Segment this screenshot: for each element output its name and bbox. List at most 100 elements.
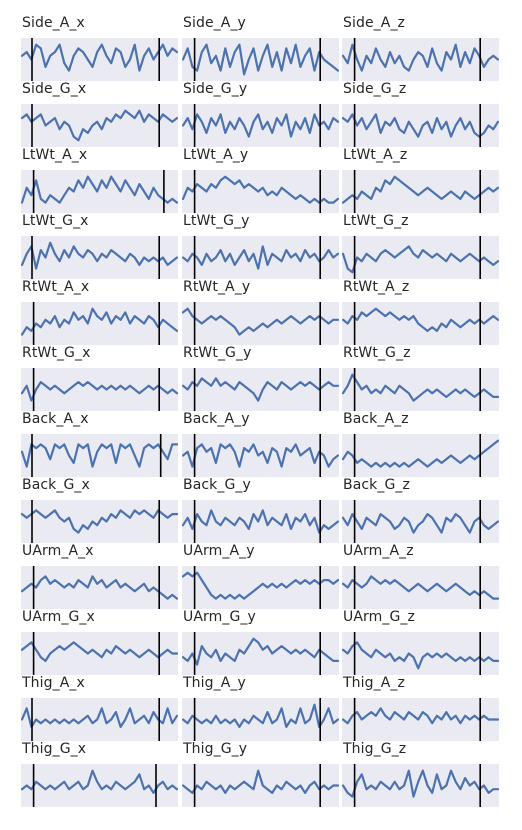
series-line bbox=[342, 575, 499, 600]
plot-area bbox=[342, 632, 499, 675]
series-line bbox=[21, 443, 178, 468]
series-line bbox=[342, 439, 499, 468]
subplot-title: RtWt_G_x bbox=[22, 345, 91, 361]
subplot: Thig_G_y bbox=[182, 741, 339, 807]
series-line bbox=[182, 377, 339, 402]
plot-area bbox=[182, 632, 339, 675]
subplot-title: RtWt_G_y bbox=[183, 345, 252, 361]
series-line bbox=[182, 43, 339, 76]
series-line bbox=[182, 113, 339, 138]
series-line bbox=[21, 575, 178, 600]
plot-area bbox=[21, 698, 178, 741]
plot-area bbox=[342, 566, 499, 609]
subplot-title: Thig_A_z bbox=[343, 675, 405, 691]
subplot: UArm_G_x bbox=[21, 609, 178, 675]
line-chart bbox=[182, 302, 339, 345]
series-line bbox=[21, 175, 178, 204]
plot-area bbox=[342, 170, 499, 213]
plot-area bbox=[342, 236, 499, 279]
subplot: Thig_A_x bbox=[21, 675, 178, 741]
subplot-title: Back_A_y bbox=[183, 411, 250, 427]
line-chart bbox=[21, 500, 178, 543]
subplot: RtWt_A_y bbox=[182, 279, 339, 345]
series-line bbox=[182, 703, 339, 728]
line-chart bbox=[21, 764, 178, 807]
subplot-title: Side_A_y bbox=[183, 15, 246, 31]
line-chart bbox=[342, 236, 499, 279]
subplot: LtWt_G_y bbox=[182, 213, 339, 279]
subplot: RtWt_G_z bbox=[342, 345, 499, 411]
subplot-title: Side_G_y bbox=[183, 81, 248, 97]
plot-area bbox=[182, 38, 339, 81]
subplot: UArm_G_z bbox=[342, 609, 499, 675]
plot-area bbox=[342, 764, 499, 807]
subplot: Back_G_y bbox=[182, 477, 339, 543]
subplot: Side_A_y bbox=[182, 15, 339, 81]
subplot-title: Thig_G_x bbox=[22, 741, 87, 757]
subplot: Back_G_x bbox=[21, 477, 178, 543]
line-chart bbox=[21, 698, 178, 741]
series-line bbox=[21, 307, 178, 336]
line-chart bbox=[182, 170, 339, 213]
plot-area bbox=[21, 368, 178, 411]
subplot-title: LtWt_A_z bbox=[343, 147, 408, 163]
series-line bbox=[342, 113, 499, 138]
subplot-title: Back_A_x bbox=[22, 411, 89, 427]
subplot-title: UArm_A_z bbox=[343, 543, 414, 559]
series-line bbox=[21, 707, 178, 728]
subplot-title: RtWt_A_x bbox=[22, 279, 90, 295]
series-line bbox=[182, 769, 339, 794]
subplot: Back_A_y bbox=[182, 411, 339, 477]
line-chart bbox=[342, 500, 499, 543]
series-line bbox=[342, 513, 499, 534]
series-line bbox=[182, 637, 339, 666]
plot-area bbox=[182, 170, 339, 213]
series-line bbox=[342, 245, 499, 274]
plot-area bbox=[342, 38, 499, 81]
line-chart bbox=[21, 566, 178, 609]
subplot-title: LtWt_G_x bbox=[22, 213, 89, 229]
series-line bbox=[21, 641, 178, 662]
subplot: UArm_G_y bbox=[182, 609, 339, 675]
plot-area bbox=[182, 500, 339, 543]
plot-area bbox=[182, 764, 339, 807]
series-line bbox=[182, 175, 339, 204]
series-line bbox=[21, 769, 178, 794]
subplot: Back_G_z bbox=[342, 477, 499, 543]
plot-area bbox=[21, 302, 178, 345]
subplot-title: Side_A_x bbox=[22, 15, 85, 31]
line-chart bbox=[21, 170, 178, 213]
subplot: RtWt_A_x bbox=[21, 279, 178, 345]
plot-area bbox=[182, 698, 339, 741]
series-line bbox=[342, 707, 499, 725]
subplot-title: Thig_A_y bbox=[183, 675, 246, 691]
series-line bbox=[21, 109, 178, 142]
subplot: UArm_A_z bbox=[342, 543, 499, 609]
line-chart bbox=[342, 566, 499, 609]
line-chart bbox=[182, 38, 339, 81]
plot-area bbox=[182, 368, 339, 411]
plot-area bbox=[342, 434, 499, 477]
line-chart bbox=[182, 500, 339, 543]
subplot-title: RtWt_A_z bbox=[343, 279, 410, 295]
series-line bbox=[21, 241, 178, 270]
plot-area bbox=[21, 566, 178, 609]
series-line bbox=[182, 571, 339, 600]
line-chart bbox=[342, 104, 499, 147]
series-line bbox=[21, 43, 178, 72]
subplot: Back_A_x bbox=[21, 411, 178, 477]
subplot: Thig_G_x bbox=[21, 741, 178, 807]
subplot: Side_A_x bbox=[21, 15, 178, 81]
line-chart bbox=[342, 764, 499, 807]
subplot-title: UArm_G_x bbox=[22, 609, 95, 625]
line-chart bbox=[21, 434, 178, 477]
line-chart bbox=[342, 170, 499, 213]
subplot: Thig_A_z bbox=[342, 675, 499, 741]
series-line bbox=[342, 175, 499, 204]
plot-area bbox=[342, 104, 499, 147]
subplot: LtWt_G_z bbox=[342, 213, 499, 279]
line-chart bbox=[21, 368, 178, 411]
subplot: Side_A_z bbox=[342, 15, 499, 81]
line-chart bbox=[182, 104, 339, 147]
